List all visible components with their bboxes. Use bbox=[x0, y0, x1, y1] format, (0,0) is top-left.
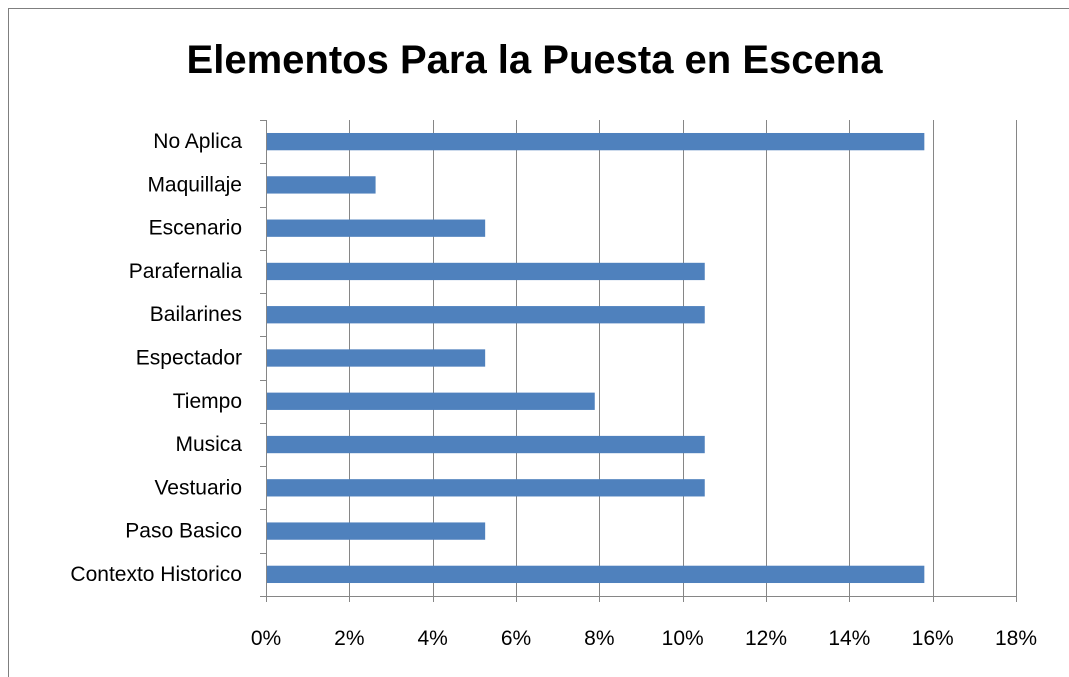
chart-title: Elementos Para la Puesta en Escena bbox=[186, 38, 883, 82]
x-tick-label: 6% bbox=[501, 627, 531, 650]
bar bbox=[267, 262, 705, 281]
y-tick-label: Tiempo bbox=[173, 390, 242, 413]
y-tick-label: Paso Basico bbox=[125, 520, 242, 543]
bar bbox=[267, 565, 925, 584]
x-tick-label: 10% bbox=[662, 627, 704, 650]
y-tick-label: Maquillaje bbox=[147, 173, 242, 196]
bar bbox=[267, 132, 925, 151]
bar bbox=[267, 219, 486, 237]
y-tick-label: Escenario bbox=[149, 217, 242, 240]
x-tick-label: 16% bbox=[912, 627, 954, 650]
bar bbox=[267, 522, 486, 540]
y-tick-label: Espectador bbox=[136, 347, 242, 370]
x-tick-label: 0% bbox=[251, 627, 281, 650]
chart-frame bbox=[8, 8, 1069, 677]
bar bbox=[267, 479, 705, 497]
bar bbox=[267, 306, 705, 324]
x-tick-label: 18% bbox=[995, 627, 1037, 650]
x-tick-label: 8% bbox=[584, 627, 614, 650]
y-tick-label: Musica bbox=[175, 433, 242, 456]
bar bbox=[267, 349, 486, 367]
y-tick-label: Vestuario bbox=[154, 476, 242, 499]
bar bbox=[267, 392, 595, 410]
bar bbox=[267, 176, 376, 194]
x-tick-label: 4% bbox=[417, 627, 447, 650]
bar bbox=[267, 435, 705, 454]
y-tick-label: No Aplica bbox=[153, 130, 242, 153]
x-tick-label: 2% bbox=[334, 627, 364, 650]
y-tick-label: Parafernalia bbox=[129, 260, 243, 283]
y-tick-label: Bailarines bbox=[150, 303, 242, 326]
y-tick-label: Contexto Historico bbox=[70, 563, 242, 586]
x-tick-label: 14% bbox=[828, 627, 870, 650]
x-tick-label: 12% bbox=[745, 627, 787, 650]
